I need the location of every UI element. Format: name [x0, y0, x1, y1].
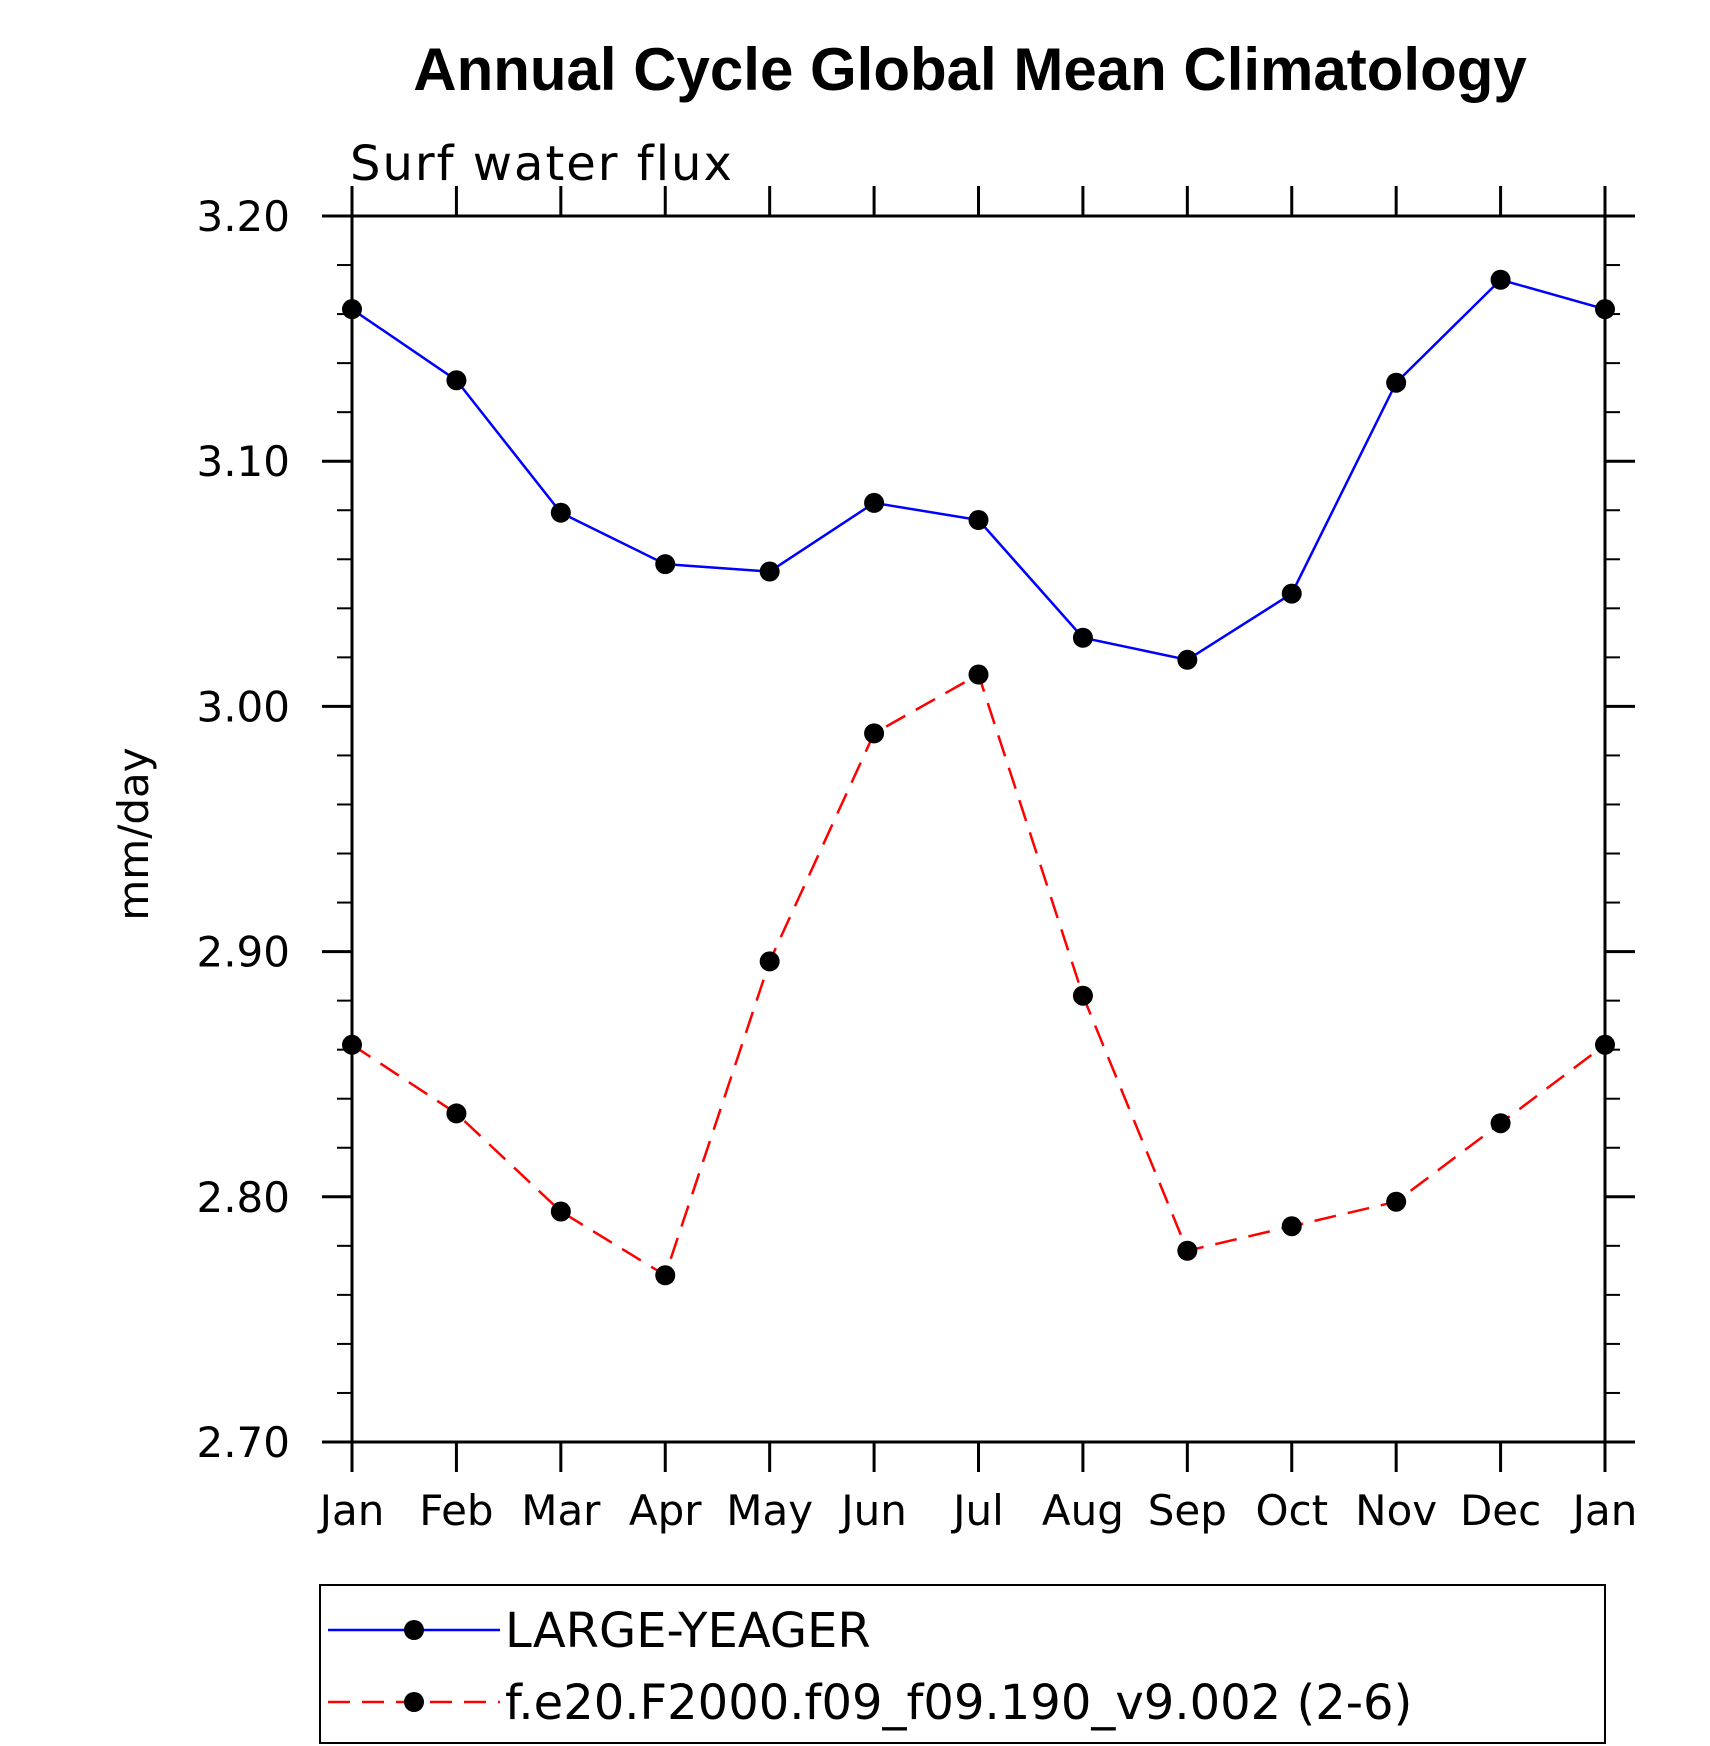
- x-tick-label: Nov: [1355, 1486, 1437, 1535]
- y-tick-label: 3.20: [196, 192, 290, 241]
- y-tick-label: 2.70: [196, 1418, 290, 1467]
- y-tick-label: 3.10: [196, 437, 290, 486]
- x-tick-label: Dec: [1460, 1486, 1541, 1535]
- data-point: [655, 554, 676, 575]
- series-line: [351, 278, 1606, 662]
- data-point: [446, 1103, 467, 1124]
- data-point: [1281, 583, 1302, 604]
- data-point: [1177, 1240, 1198, 1261]
- series-lines: [351, 278, 1606, 1278]
- data-point: [864, 723, 885, 744]
- x-tick-label: May: [726, 1486, 813, 1535]
- y-tick-label: 3.00: [196, 682, 290, 731]
- x-tick-label: Feb: [419, 1486, 493, 1535]
- series-line: [351, 672, 1606, 1278]
- axis-ticks: [322, 186, 1635, 1472]
- x-tick-label: Jun: [838, 1486, 907, 1535]
- x-tick-label: Jan: [317, 1486, 385, 1535]
- data-point: [864, 492, 885, 513]
- y-axis-label: mm/day: [109, 747, 158, 920]
- data-point: [1177, 649, 1198, 670]
- data-point: [1490, 269, 1511, 290]
- x-tick-label: Sep: [1148, 1486, 1227, 1535]
- legend-label: LARGE-YEAGER: [505, 1603, 871, 1659]
- data-point: [1072, 627, 1093, 648]
- series-markers: [342, 269, 1615, 1286]
- data-point: [1281, 1216, 1302, 1237]
- chart-title: Annual Cycle Global Mean Climatology: [413, 36, 1527, 103]
- y-tick-labels: 2.70 2.80 2.90 3.00 3.10 3.20: [196, 192, 290, 1467]
- data-point: [342, 299, 362, 320]
- legend: LARGE-YEAGER f.e20.F2000.f09_f09.190_v9.0…: [319, 1584, 1606, 1744]
- y-tick-label: 2.80: [196, 1173, 290, 1222]
- chart-subtitle: Surf water flux: [350, 136, 734, 192]
- x-tick-label: Apr: [629, 1486, 702, 1535]
- data-point: [968, 510, 989, 531]
- x-tick-label: Aug: [1042, 1486, 1124, 1535]
- data-point: [342, 1034, 362, 1055]
- x-tick-label: Jan: [1570, 1486, 1638, 1535]
- x-tick-label: Mar: [521, 1486, 601, 1535]
- data-point: [550, 1201, 571, 1222]
- legend-marker: [404, 1620, 424, 1640]
- x-tick-label: Jul: [950, 1486, 1004, 1535]
- data-point: [759, 561, 780, 582]
- data-point: [1072, 985, 1093, 1006]
- data-point: [1595, 1034, 1615, 1055]
- data-point: [1595, 299, 1615, 320]
- data-point: [968, 664, 989, 685]
- data-point: [1386, 1191, 1407, 1212]
- x-tick-label: Oct: [1255, 1486, 1328, 1535]
- data-point: [1490, 1113, 1511, 1134]
- x-tick-labels: Jan Feb Mar Apr May Jun Jul Aug Sep Oct Nov Dec Jan: [317, 1486, 1638, 1535]
- data-point: [446, 370, 467, 391]
- legend-label: f.e20.F2000.f09_f09.190_v9.002 (2-6): [505, 1675, 1412, 1731]
- data-point: [1386, 372, 1407, 393]
- y-tick-label: 2.90: [196, 928, 290, 977]
- legend-marker: [404, 1692, 424, 1712]
- plot-frame: [350, 214, 1607, 1444]
- plot-area-border: [350, 214, 1607, 1444]
- data-point: [655, 1265, 676, 1286]
- legend-box: [319, 1584, 1606, 1744]
- data-point: [759, 951, 780, 972]
- data-point: [550, 502, 571, 523]
